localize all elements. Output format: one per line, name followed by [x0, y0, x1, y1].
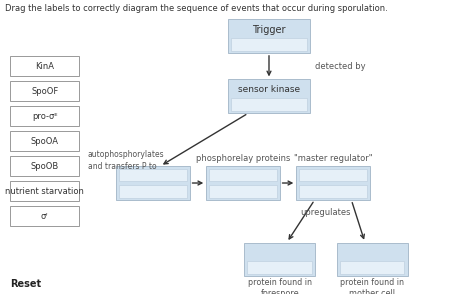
FancyBboxPatch shape — [119, 185, 187, 198]
FancyBboxPatch shape — [10, 131, 79, 151]
FancyBboxPatch shape — [340, 261, 404, 274]
FancyBboxPatch shape — [209, 185, 277, 198]
FancyBboxPatch shape — [299, 185, 367, 198]
FancyBboxPatch shape — [228, 79, 310, 113]
Text: pro-σᴱ: pro-σᴱ — [32, 112, 57, 121]
FancyBboxPatch shape — [206, 166, 280, 200]
Text: Trigger: Trigger — [252, 25, 286, 35]
FancyBboxPatch shape — [10, 81, 79, 101]
Text: detected by: detected by — [315, 62, 366, 71]
Text: nutrient starvation: nutrient starvation — [5, 187, 84, 196]
FancyBboxPatch shape — [116, 166, 190, 200]
Text: SpoOF: SpoOF — [31, 87, 58, 96]
FancyBboxPatch shape — [10, 156, 79, 176]
FancyBboxPatch shape — [209, 168, 277, 181]
FancyBboxPatch shape — [296, 166, 370, 200]
FancyBboxPatch shape — [231, 38, 307, 51]
Text: KinA: KinA — [35, 62, 55, 71]
FancyBboxPatch shape — [247, 261, 312, 274]
Text: SpoOA: SpoOA — [31, 137, 59, 146]
Text: upregulates: upregulates — [301, 208, 351, 217]
Text: σᶠ: σᶠ — [41, 212, 49, 220]
Text: protein found in
mother cell: protein found in mother cell — [340, 278, 404, 294]
Text: SpoOB: SpoOB — [31, 162, 59, 171]
FancyBboxPatch shape — [119, 168, 187, 181]
FancyBboxPatch shape — [244, 243, 315, 276]
FancyBboxPatch shape — [299, 168, 367, 181]
FancyBboxPatch shape — [10, 56, 79, 76]
Text: sensor kinase: sensor kinase — [238, 85, 300, 94]
FancyBboxPatch shape — [10, 181, 79, 201]
Text: Drag the labels to correctly diagram the sequence of events that occur during sp: Drag the labels to correctly diagram the… — [5, 4, 387, 14]
Text: phosphorelay proteins: phosphorelay proteins — [196, 154, 290, 163]
Text: "master regulator": "master regulator" — [294, 154, 372, 163]
FancyBboxPatch shape — [10, 206, 79, 226]
FancyBboxPatch shape — [231, 98, 307, 111]
Text: autophosphorylates
and transfers P to: autophosphorylates and transfers P to — [88, 150, 164, 171]
Text: protein found in
forespore: protein found in forespore — [247, 278, 312, 294]
Text: Reset: Reset — [10, 279, 42, 289]
FancyBboxPatch shape — [228, 19, 310, 53]
FancyBboxPatch shape — [337, 243, 408, 276]
FancyBboxPatch shape — [10, 106, 79, 126]
